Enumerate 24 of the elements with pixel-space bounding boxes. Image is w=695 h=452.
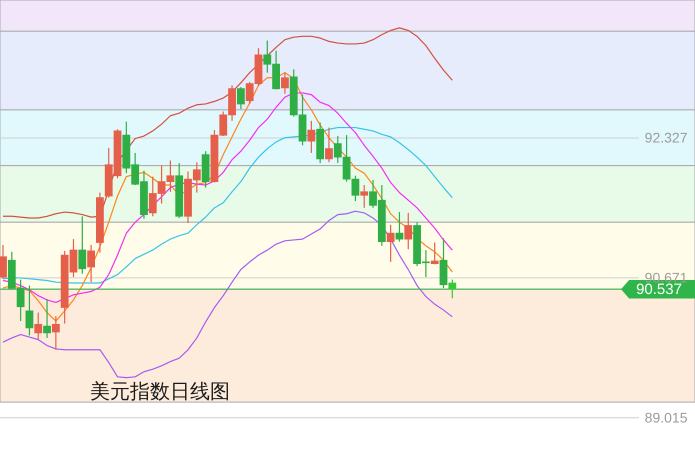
text: 美元指数日线图	[90, 380, 230, 403]
candlestick	[236, 86, 245, 110]
ref-line-label: 90.537	[636, 281, 682, 298]
line-series	[2, 72, 453, 322]
candlestick	[404, 212, 412, 250]
line-series	[2, 92, 453, 304]
candlestick	[87, 244, 95, 283]
line-series	[2, 210, 453, 378]
candlestick	[281, 72, 289, 94]
candlestick	[386, 224, 395, 263]
candlestick	[78, 216, 86, 274]
candlestick	[448, 279, 456, 299]
candlestick	[396, 211, 404, 242]
candlestick	[360, 184, 368, 208]
candlestick	[430, 242, 439, 266]
line-series	[2, 126, 453, 284]
candlestick	[52, 315, 60, 350]
y-tick-label: 89.015	[644, 409, 688, 426]
candlestick	[307, 120, 316, 154]
y-tick-label: 92.327	[644, 129, 688, 146]
candlestick	[34, 312, 42, 340]
candlestick	[325, 126, 333, 163]
candlestick	[43, 298, 51, 339]
candlestick	[0, 244, 7, 280]
